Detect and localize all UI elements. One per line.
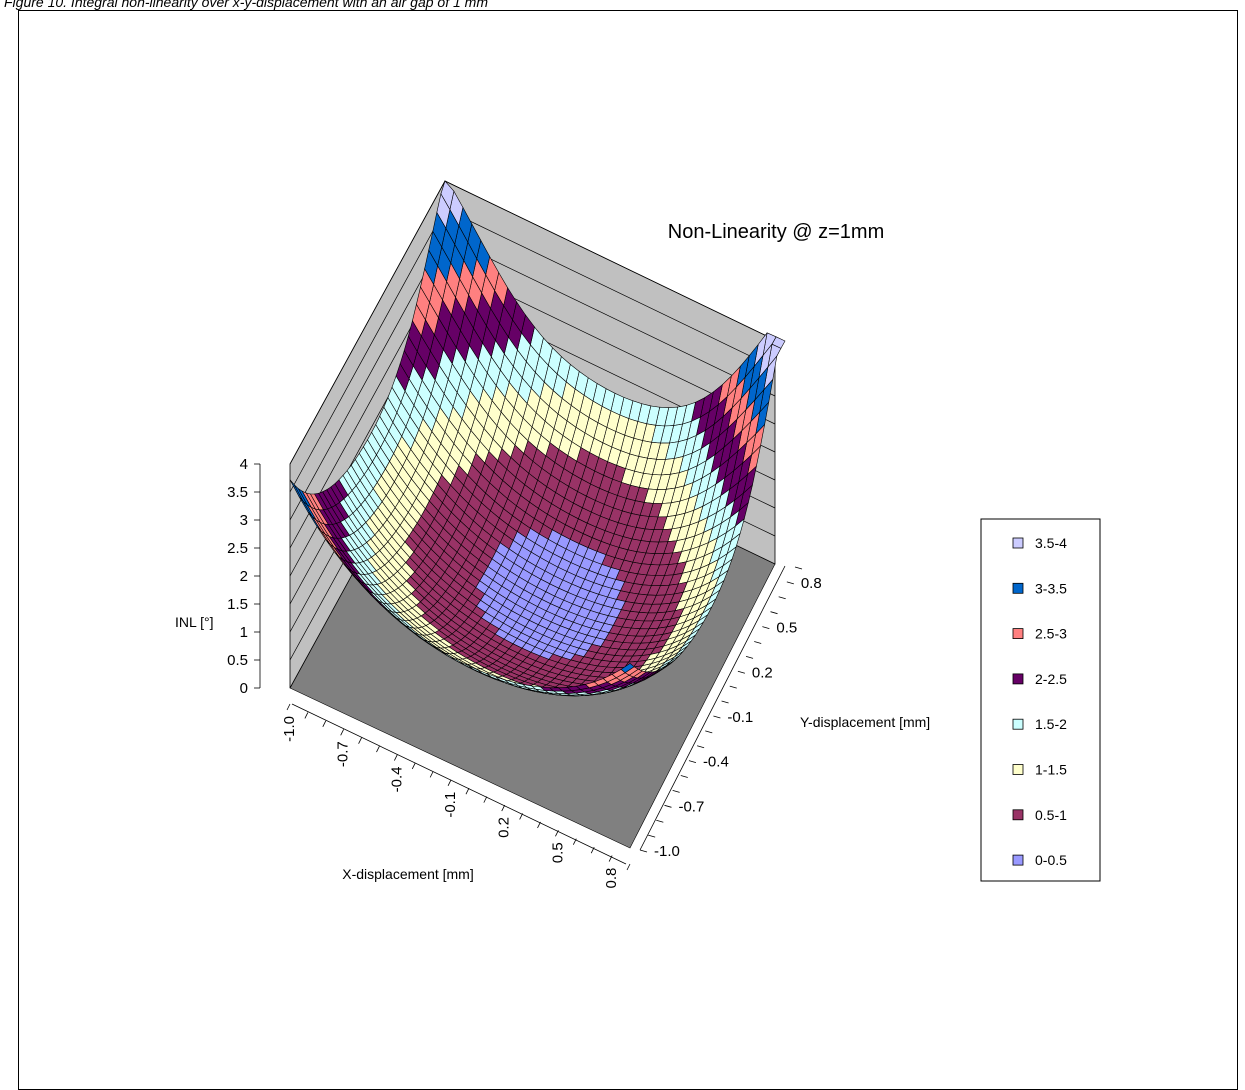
x-axis-label: X-displacement [mm] (342, 866, 473, 882)
y-tick (771, 612, 778, 614)
x-tick (502, 805, 505, 811)
x-tick (430, 771, 433, 777)
legend-swatch (1013, 765, 1023, 775)
z-tick-label: 2.5 (227, 540, 248, 557)
legend-box (981, 519, 1100, 881)
x-tick (520, 813, 523, 819)
x-tick (376, 746, 379, 752)
legend-swatch (1013, 538, 1023, 548)
legend-label: 1-1.5 (1035, 762, 1067, 778)
y-tick (795, 567, 802, 569)
z-axis-label: INL [°] (175, 614, 214, 630)
y-tick (697, 746, 704, 748)
y-tick-label: 0.5 (776, 620, 797, 637)
x-tick-label: -0.4 (388, 767, 405, 793)
y-tick (779, 597, 786, 599)
y-tick-label: -0.7 (678, 798, 704, 815)
legend-label: 2-2.5 (1035, 671, 1067, 687)
legend-label: 3-3.5 (1035, 580, 1067, 596)
y-tick (713, 716, 720, 718)
y-tick (689, 761, 696, 763)
x-tick (341, 729, 344, 735)
legend-swatch (1013, 719, 1023, 729)
legend-swatch (1013, 810, 1023, 820)
x-tick (466, 788, 469, 794)
x-tick (394, 755, 397, 761)
z-tick-label: 1 (240, 624, 248, 641)
z-tick-label: 0 (240, 680, 248, 697)
z-tick-label: 3.5 (227, 484, 248, 501)
z-tick-label: 4 (240, 456, 248, 473)
z-tick-label: 1.5 (227, 596, 248, 613)
y-tick (754, 641, 761, 643)
y-tick (648, 835, 655, 837)
legend: 3.5-4 3-3.5 2.5-3 2-2.5 1.5-2 1-1.5 0.5-1 0-0.5 (981, 519, 1100, 881)
y-tick-label: -0.1 (727, 709, 753, 726)
legend-swatch (1013, 583, 1023, 593)
y-tick-label: -1.0 (654, 843, 680, 860)
legend-label: 2.5-3 (1035, 626, 1067, 642)
y-tick (640, 850, 647, 852)
y-tick (787, 582, 794, 584)
y-tick (656, 820, 663, 822)
y-tick (705, 731, 712, 733)
x-tick-label: 0.5 (549, 842, 566, 863)
z-tick-label: 3 (240, 512, 248, 529)
x-tick (323, 721, 326, 727)
z-tick-label: 2 (240, 568, 248, 585)
y-axis-label: Y-displacement [mm] (800, 714, 930, 730)
x-tick (287, 704, 290, 710)
y-tick (762, 627, 769, 629)
legend-swatch (1013, 629, 1023, 639)
x-tick (484, 797, 487, 803)
chart-title: Non-Linearity @ z=1mm (668, 221, 884, 243)
x-tick-label: -0.7 (335, 741, 352, 767)
legend-label: 0-0.5 (1035, 852, 1067, 868)
z-tick-label: 0.5 (227, 652, 248, 669)
x-tick (448, 780, 451, 786)
y-tick-label: 0.8 (801, 575, 822, 592)
legend-label: 3.5-4 (1035, 535, 1067, 551)
legend-swatch (1013, 674, 1023, 684)
x-tick-label: -0.1 (442, 792, 459, 818)
x-tick-label: -1.0 (281, 716, 298, 742)
x-tick (412, 763, 415, 769)
x-tick (359, 738, 362, 744)
x-tick (305, 712, 308, 718)
x-tick-label: 0.8 (603, 868, 620, 889)
legend-label: 0.5-1 (1035, 807, 1067, 823)
y-tick (746, 656, 753, 658)
legend-swatch (1013, 855, 1023, 865)
y-tick (730, 686, 737, 688)
legend-label: 1.5-2 (1035, 716, 1067, 732)
y-tick (738, 671, 745, 673)
y-tick-label: -0.4 (703, 754, 729, 771)
y-tick-label: 0.2 (752, 664, 773, 681)
y-tick (664, 805, 671, 807)
x-tick (627, 864, 630, 870)
y-tick (673, 790, 680, 792)
x-tick-label: 0.2 (496, 817, 513, 838)
y-tick (681, 776, 688, 778)
x-tick (538, 822, 541, 828)
y-tick (722, 701, 729, 703)
